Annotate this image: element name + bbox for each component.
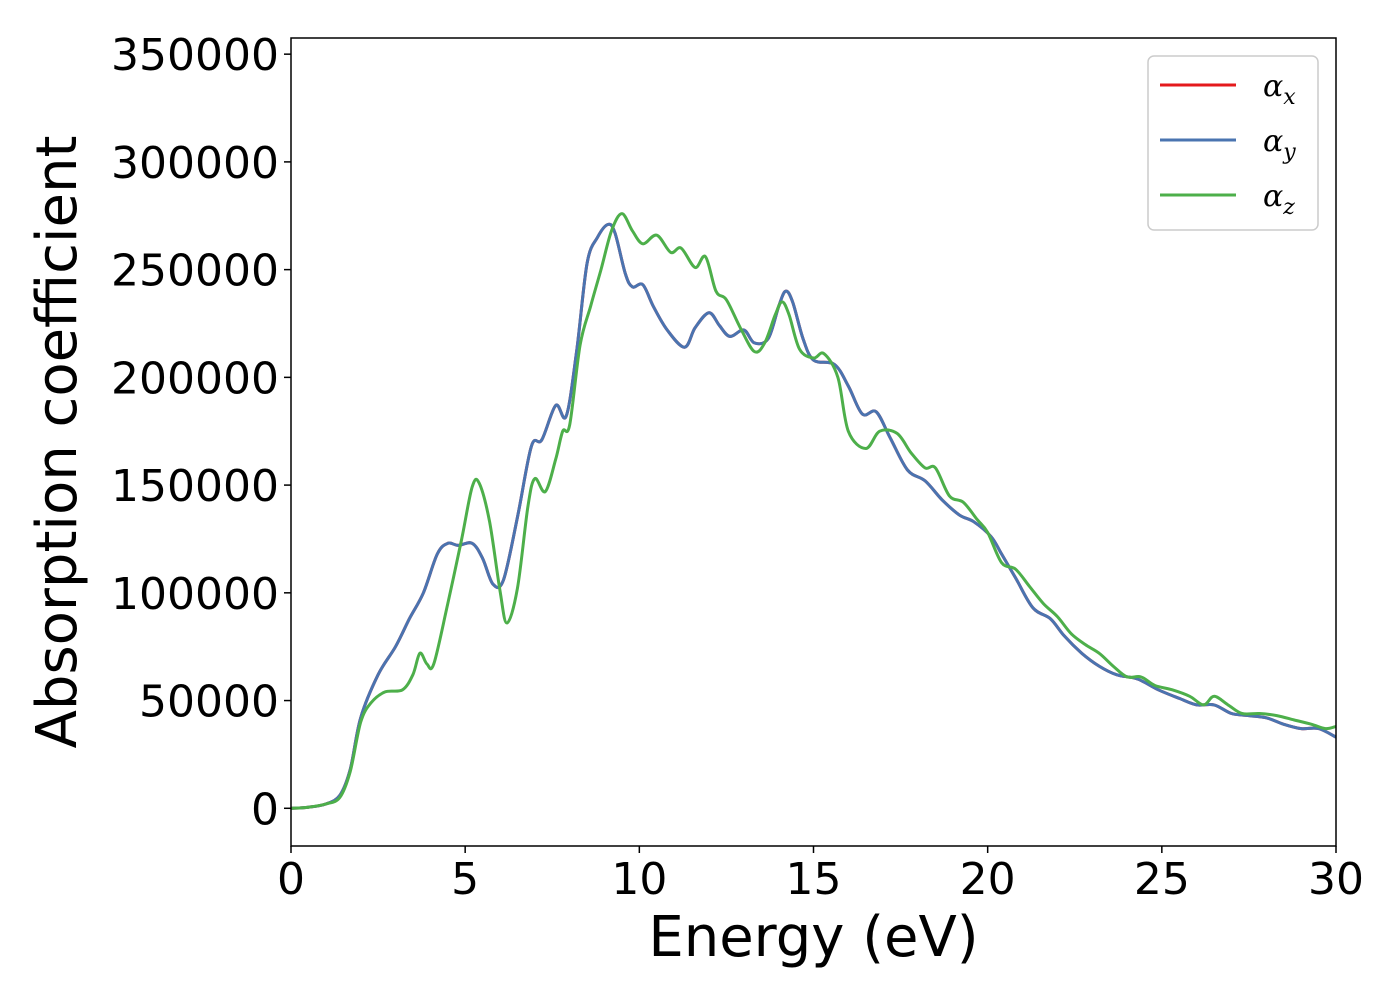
series-line-z bbox=[291, 212, 1336, 810]
legend: αx αy αz bbox=[1147, 55, 1319, 231]
x-tick-label: 0 bbox=[277, 854, 305, 905]
y-tick-label: 250000 bbox=[111, 246, 279, 297]
legend-item-z: αz bbox=[1160, 179, 1295, 220]
y-tick-label: 50000 bbox=[139, 677, 279, 728]
y-tick-label: 150000 bbox=[111, 461, 279, 512]
y-axis-ticks: 0 50000 100000 150000 200000 250000 300000 3500… bbox=[111, 30, 291, 835]
x-tick-label: 25 bbox=[1134, 854, 1190, 905]
x-axis-label: Energy (eV) bbox=[648, 905, 978, 970]
y-axis-label: Absorption coefficient bbox=[25, 136, 90, 749]
y-tick-label: 300000 bbox=[111, 138, 279, 189]
y-tick-label: 0 bbox=[251, 784, 279, 835]
x-axis-ticks: 0 5 10 15 20 25 30 bbox=[277, 846, 1364, 905]
series-layer bbox=[291, 212, 1336, 810]
legend-item-y: αy bbox=[1160, 124, 1296, 165]
y-tick-label: 100000 bbox=[111, 569, 279, 620]
legend-item-x: αx bbox=[1160, 69, 1296, 110]
legend-label: αy bbox=[1263, 124, 1296, 165]
legend-label: αx bbox=[1263, 69, 1296, 110]
x-tick-label: 30 bbox=[1308, 854, 1364, 905]
series-line-x bbox=[291, 222, 1336, 810]
y-tick-label: 200000 bbox=[111, 353, 279, 404]
x-tick-label: 15 bbox=[786, 854, 842, 905]
y-tick-label: 350000 bbox=[111, 30, 279, 81]
x-tick-label: 5 bbox=[451, 854, 479, 905]
series-line-y bbox=[291, 222, 1336, 810]
legend-box bbox=[1147, 55, 1319, 231]
legend-label: αz bbox=[1263, 179, 1295, 220]
x-tick-label: 20 bbox=[960, 854, 1016, 905]
x-tick-label: 10 bbox=[611, 854, 667, 905]
